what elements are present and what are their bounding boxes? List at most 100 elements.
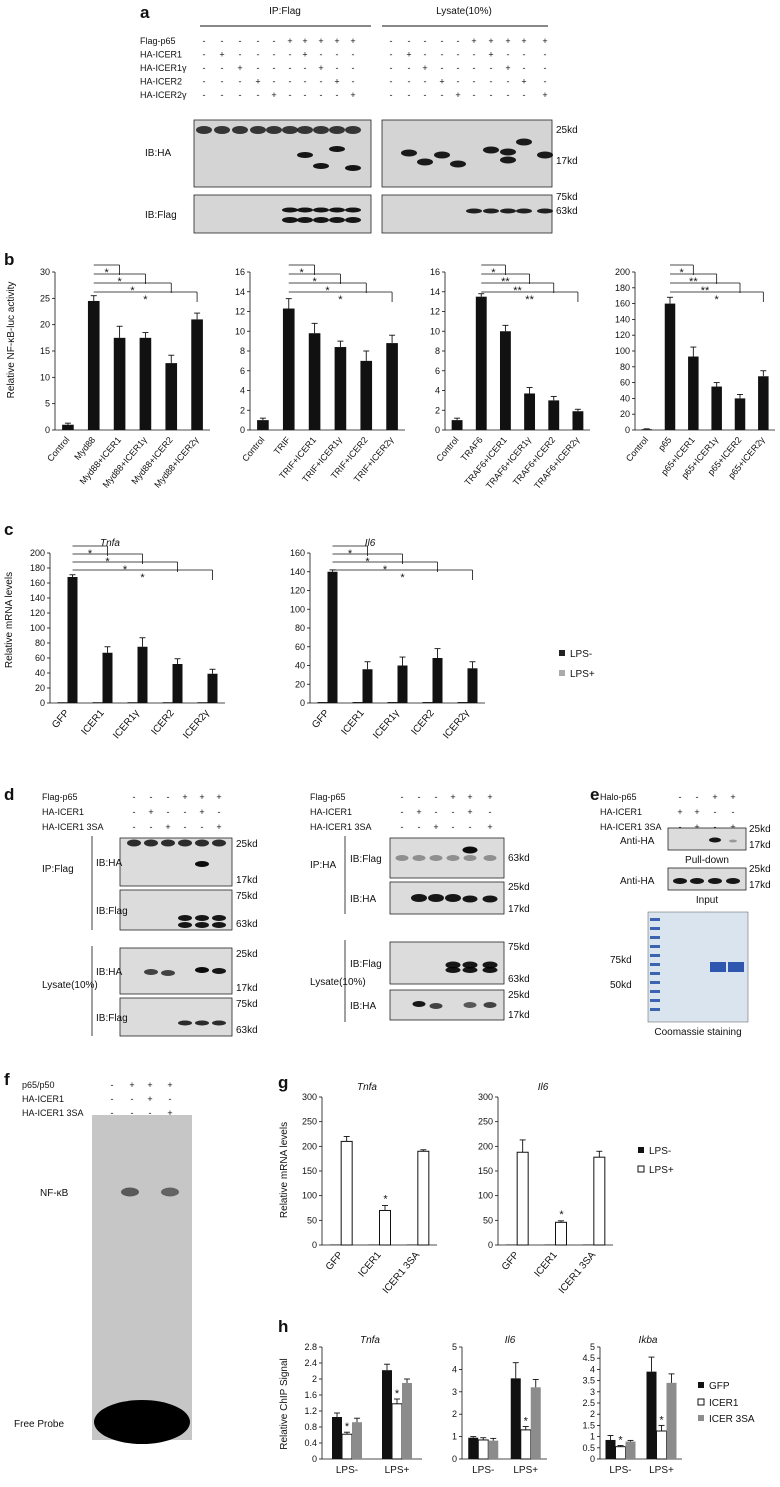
category-label: ICER1 3SA bbox=[557, 1250, 599, 1296]
category-label: LPS- bbox=[472, 1465, 494, 1476]
minus-sign: - bbox=[390, 77, 393, 87]
heavy-chain-band bbox=[250, 126, 266, 134]
blot-band bbox=[195, 861, 209, 867]
minus-sign: - bbox=[221, 90, 224, 100]
plus-sign: + bbox=[542, 36, 547, 46]
blot-band bbox=[482, 895, 498, 903]
marker-label: 63kd bbox=[508, 853, 530, 864]
blot-band bbox=[445, 894, 461, 902]
heavy-chain-band bbox=[329, 126, 345, 134]
bar-chart: 00.51 1.522.533.5 44.55 LPS- LPS+ bbox=[582, 1342, 682, 1476]
significance-star: * bbox=[105, 267, 110, 279]
blot-label: IB:Flag bbox=[145, 210, 177, 221]
blot-band bbox=[345, 165, 361, 171]
panel-d: d Flag-p65 - - - + + + HA-ICER1 - + - - + - HA-ICER1 3S… bbox=[4, 785, 530, 1037]
minus-sign: - bbox=[473, 63, 476, 73]
chart-title: Il6 bbox=[538, 1082, 549, 1093]
bar bbox=[191, 319, 203, 430]
bar bbox=[334, 347, 347, 430]
minus-sign: - bbox=[441, 36, 444, 46]
panel-g: g Relative mRNA levels Tnfa 0 50 100 150 200 250… bbox=[278, 1073, 674, 1296]
minus-sign: - bbox=[352, 63, 355, 73]
y-tick-label: 60 bbox=[295, 642, 305, 652]
minus-sign: - bbox=[257, 90, 260, 100]
heavy-chain-band bbox=[212, 839, 226, 847]
heavy-chain-band bbox=[297, 126, 313, 134]
y-tick-label: 20 bbox=[295, 679, 305, 689]
bar bbox=[362, 669, 373, 703]
condition-label: Halo-p65 bbox=[600, 792, 637, 802]
y-tick-label: 2 bbox=[435, 405, 440, 415]
minus-sign: - bbox=[452, 822, 455, 832]
blot-band bbox=[195, 1020, 209, 1026]
category-label: ICER1γ bbox=[111, 708, 142, 741]
y-tick-label: 25 bbox=[40, 293, 50, 303]
category-label: ICER1 bbox=[79, 708, 107, 738]
minus-sign: - bbox=[169, 1094, 172, 1104]
panel-letter: g bbox=[278, 1073, 288, 1092]
y-tick-label: 8 bbox=[435, 346, 440, 356]
significance-star: * bbox=[345, 1421, 350, 1433]
blot-label: Anti-HA bbox=[620, 836, 655, 847]
blot-band bbox=[401, 149, 417, 157]
blot-band bbox=[445, 967, 461, 973]
plus-sign: + bbox=[488, 36, 493, 46]
significance-star: * bbox=[715, 294, 720, 306]
bar bbox=[510, 1378, 521, 1459]
p65-band bbox=[728, 962, 744, 972]
bar bbox=[664, 303, 676, 430]
nfkb-band bbox=[161, 1187, 179, 1197]
bar bbox=[207, 673, 218, 703]
y-tick-label: 40 bbox=[295, 661, 305, 671]
bar bbox=[524, 393, 536, 430]
plus-sign: + bbox=[730, 822, 735, 832]
y-tick-label: 0 bbox=[590, 1454, 595, 1464]
ladder-band bbox=[650, 990, 660, 993]
y-tick-label: 1.2 bbox=[304, 1406, 317, 1416]
category-label: TRIF bbox=[272, 434, 293, 456]
panel-letter: a bbox=[140, 3, 150, 22]
bar bbox=[451, 420, 463, 430]
bar bbox=[327, 571, 338, 703]
blot-band bbox=[195, 915, 209, 921]
bar bbox=[758, 376, 769, 430]
marker-label: 25kd bbox=[749, 824, 771, 835]
plus-sign: + bbox=[439, 77, 444, 87]
blot-band bbox=[537, 208, 553, 214]
minus-sign: - bbox=[184, 807, 187, 817]
bar bbox=[282, 308, 295, 430]
blot-band bbox=[462, 846, 478, 854]
panel-f: f p65/p50 - + + + HA-ICER1 - - + - HA-ICER1 3SA - - - +… bbox=[4, 1070, 192, 1444]
minus-sign: - bbox=[203, 63, 206, 73]
y-tick-label: 20 bbox=[40, 320, 50, 330]
y-tick-label: 140 bbox=[290, 567, 305, 577]
significance-star: * bbox=[400, 572, 405, 584]
marker-label: 17kd bbox=[749, 880, 771, 891]
y-tick-label: 0 bbox=[40, 698, 45, 708]
blot-band bbox=[417, 158, 433, 166]
category-label: ICER1 3SA bbox=[381, 1250, 423, 1296]
minus-sign: - bbox=[424, 90, 427, 100]
bar bbox=[62, 424, 74, 430]
minus-sign: - bbox=[418, 792, 421, 802]
blot-band bbox=[428, 894, 444, 902]
minus-sign: - bbox=[320, 90, 323, 100]
bar bbox=[332, 1417, 342, 1459]
plus-sign: + bbox=[488, 50, 493, 60]
category-label: Control bbox=[240, 435, 266, 464]
y-tick-label: 120 bbox=[30, 608, 45, 618]
plus-sign: + bbox=[350, 36, 355, 46]
bar bbox=[57, 702, 68, 703]
minus-sign: - bbox=[507, 50, 510, 60]
plus-sign: + bbox=[165, 822, 170, 832]
minus-sign: - bbox=[239, 77, 242, 87]
bar bbox=[397, 665, 408, 703]
bar bbox=[572, 411, 584, 430]
plus-sign: + bbox=[199, 792, 204, 802]
minus-sign: - bbox=[221, 63, 224, 73]
condition-label: p65/p50 bbox=[22, 1080, 55, 1090]
significance-star: * bbox=[325, 285, 330, 297]
condition-label: HA-ICER1 3SA bbox=[42, 822, 104, 832]
minus-sign: - bbox=[408, 63, 411, 73]
blot-flag-lysate bbox=[381, 194, 553, 234]
